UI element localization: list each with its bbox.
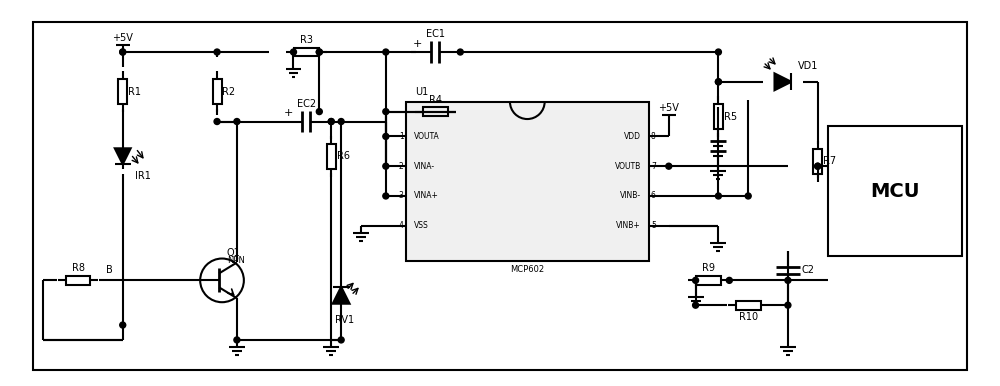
Text: 3: 3: [399, 191, 404, 200]
Circle shape: [214, 119, 220, 125]
Text: VINA-: VINA-: [414, 162, 435, 171]
Text: VINB+: VINB+: [616, 221, 641, 230]
Text: MCP602: MCP602: [510, 266, 544, 274]
Text: 7: 7: [651, 162, 656, 171]
Bar: [736, 301, 761, 310]
Circle shape: [815, 163, 821, 169]
Circle shape: [785, 302, 791, 308]
Circle shape: [234, 119, 240, 125]
Circle shape: [328, 119, 334, 125]
Bar: [327, 144, 336, 169]
Text: +: +: [284, 108, 293, 118]
Circle shape: [328, 119, 334, 125]
Text: 5: 5: [651, 221, 656, 230]
Circle shape: [338, 119, 344, 125]
Circle shape: [666, 163, 672, 169]
Text: +5V: +5V: [112, 33, 133, 43]
Text: R10: R10: [739, 312, 758, 322]
Circle shape: [693, 302, 699, 308]
Circle shape: [120, 49, 126, 55]
Text: NPN: NPN: [227, 256, 245, 265]
Text: VINA+: VINA+: [414, 191, 439, 200]
Circle shape: [291, 49, 296, 55]
Text: R7: R7: [823, 156, 836, 166]
Text: R8: R8: [72, 264, 85, 273]
Circle shape: [726, 278, 732, 283]
Text: B: B: [106, 266, 113, 275]
Text: C2: C2: [801, 266, 814, 276]
Text: IR1: IR1: [135, 171, 151, 181]
Bar: [406, 102, 649, 261]
Circle shape: [234, 337, 240, 343]
Circle shape: [693, 278, 699, 283]
Circle shape: [715, 79, 721, 85]
Text: R2: R2: [222, 87, 236, 97]
Text: R3: R3: [300, 35, 313, 45]
Text: MCU: MCU: [870, 181, 919, 200]
Bar: [213, 80, 222, 104]
Text: VD1: VD1: [798, 61, 818, 71]
Text: R4: R4: [429, 95, 442, 105]
Text: 4: 4: [399, 221, 404, 230]
Text: 2: 2: [399, 162, 404, 171]
Text: 1: 1: [399, 132, 404, 141]
Bar: [714, 104, 723, 129]
Circle shape: [715, 79, 721, 85]
Circle shape: [316, 49, 322, 55]
Text: Q1: Q1: [227, 247, 241, 257]
Polygon shape: [115, 148, 131, 164]
Bar: [696, 276, 721, 285]
Circle shape: [383, 134, 389, 139]
Text: 8: 8: [651, 132, 656, 141]
Circle shape: [383, 108, 389, 115]
Circle shape: [214, 49, 220, 55]
Text: 6: 6: [651, 191, 656, 200]
Text: EC1: EC1: [426, 29, 445, 39]
Polygon shape: [333, 287, 350, 304]
Text: RV1: RV1: [335, 315, 354, 325]
Circle shape: [383, 193, 389, 199]
Text: R9: R9: [702, 264, 715, 273]
Circle shape: [338, 337, 344, 343]
Circle shape: [815, 163, 821, 169]
Text: +: +: [413, 39, 422, 49]
Text: VDD: VDD: [624, 132, 641, 141]
Bar: [118, 80, 127, 104]
Circle shape: [316, 49, 322, 55]
Text: VOUTB: VOUTB: [615, 162, 641, 171]
Text: U1: U1: [416, 87, 429, 97]
Text: VSS: VSS: [414, 221, 428, 230]
Bar: [813, 149, 822, 174]
Circle shape: [120, 49, 126, 55]
Circle shape: [120, 322, 126, 328]
Bar: [828, 127, 962, 256]
Circle shape: [457, 49, 463, 55]
Text: R1: R1: [128, 87, 141, 97]
Polygon shape: [775, 73, 791, 90]
Text: VOUTA: VOUTA: [414, 132, 439, 141]
Circle shape: [383, 49, 389, 55]
Circle shape: [745, 193, 751, 199]
Circle shape: [715, 49, 721, 55]
Bar: [294, 47, 319, 56]
Text: R5: R5: [724, 112, 737, 122]
Circle shape: [383, 163, 389, 169]
Circle shape: [715, 193, 721, 199]
Circle shape: [785, 278, 791, 283]
Text: R6: R6: [337, 151, 350, 161]
Bar: [66, 276, 90, 285]
Bar: [423, 107, 448, 116]
Text: EC2: EC2: [297, 99, 316, 108]
Text: +5V: +5V: [658, 103, 679, 113]
Text: VINB-: VINB-: [620, 191, 641, 200]
Circle shape: [316, 108, 322, 115]
